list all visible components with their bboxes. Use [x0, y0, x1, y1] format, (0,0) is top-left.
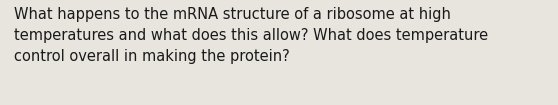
Text: What happens to the mRNA structure of a ribosome at high
temperatures and what d: What happens to the mRNA structure of a … — [14, 7, 488, 64]
